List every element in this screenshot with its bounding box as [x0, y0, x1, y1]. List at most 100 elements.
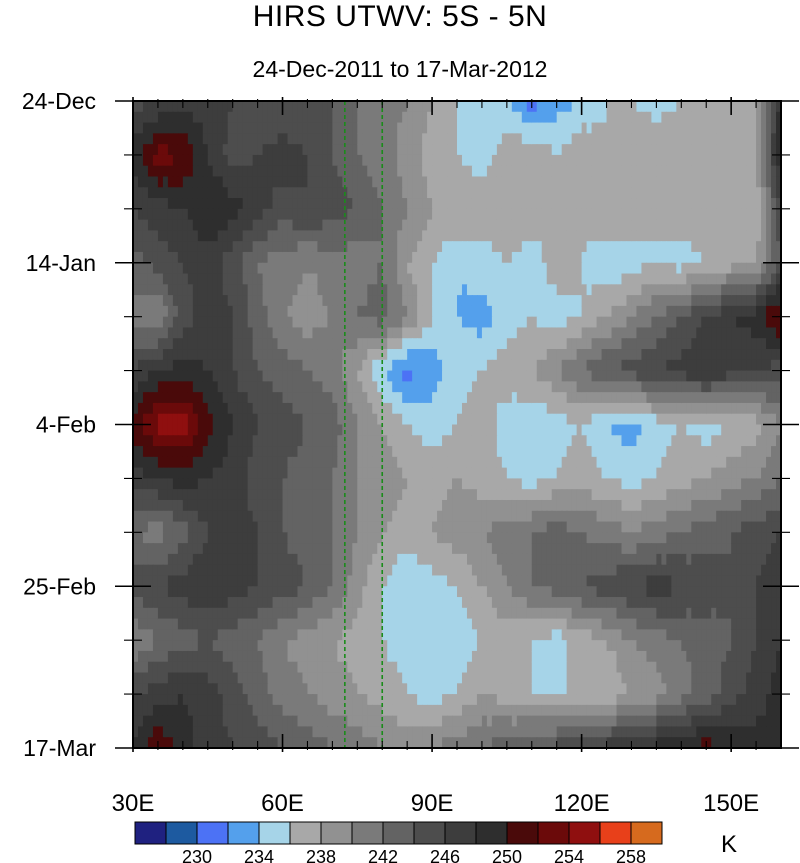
heatmap-cell — [317, 198, 324, 210]
heatmap-cell — [486, 392, 493, 404]
heatmap-cell — [486, 338, 493, 350]
heatmap-cell — [147, 499, 154, 512]
heatmap-cell — [442, 305, 448, 318]
heatmap-cell — [357, 478, 363, 490]
heatmap-cell — [197, 446, 204, 458]
heatmap-cell — [671, 251, 677, 264]
heatmap-cell — [576, 208, 583, 221]
heatmap-cell — [232, 381, 239, 393]
heatmap-cell — [471, 499, 478, 512]
heatmap-cell — [531, 122, 538, 134]
heatmap-cell — [476, 122, 483, 134]
heatmap-cell — [417, 456, 423, 469]
heatmap-cell — [177, 338, 184, 350]
heatmap-cell — [297, 478, 304, 490]
heatmap-cell — [681, 230, 687, 242]
heatmap-cell — [367, 316, 373, 329]
heatmap-cell — [516, 381, 523, 393]
heatmap-cell — [586, 111, 593, 124]
heatmap-cell — [516, 521, 523, 533]
heatmap-cell — [447, 446, 453, 458]
heatmap-cell — [357, 144, 363, 156]
heatmap-cell — [571, 435, 578, 447]
heatmap-cell — [491, 295, 498, 307]
heatmap-cell — [606, 122, 613, 134]
heatmap-cell — [347, 478, 353, 490]
heatmap-cell — [327, 510, 333, 523]
heatmap-cell — [133, 262, 139, 275]
heatmap-cell — [347, 295, 353, 307]
heatmap-cell — [227, 381, 234, 393]
heatmap-cell — [551, 305, 558, 318]
heatmap-cell — [427, 219, 433, 231]
heatmap-cell — [137, 295, 144, 307]
heatmap-cell — [177, 392, 184, 404]
heatmap-cell — [417, 219, 423, 231]
heatmap-cell — [541, 446, 548, 458]
heatmap-cell — [142, 111, 149, 124]
heatmap-cell — [457, 489, 463, 501]
heatmap-cell — [372, 101, 378, 113]
heatmap-cell — [546, 241, 553, 253]
heatmap-cell — [167, 273, 174, 285]
heatmap-cell — [417, 510, 423, 523]
heatmap-cell — [267, 489, 274, 501]
heatmap-cell — [636, 295, 643, 307]
heatmap-cell — [746, 295, 752, 307]
heatmap-cell — [422, 295, 428, 307]
heatmap-cell — [422, 122, 428, 134]
heatmap-cell — [367, 456, 373, 469]
heatmap-cell — [636, 424, 643, 436]
heatmap-cell — [681, 446, 687, 458]
heatmap-cell — [457, 144, 463, 156]
heatmap-cell — [362, 101, 368, 113]
heatmap-cell — [147, 111, 154, 124]
heatmap-cell — [476, 370, 483, 382]
heatmap-cell — [496, 208, 503, 221]
heatmap-cell — [437, 392, 443, 404]
heatmap-cell — [601, 338, 608, 350]
heatmap-cell — [352, 338, 358, 350]
heatmap-cell — [616, 122, 623, 134]
heatmap-cell — [257, 370, 264, 382]
heatmap-cell — [217, 251, 224, 264]
heatmap-cell — [322, 381, 328, 393]
heatmap-cell — [267, 349, 274, 361]
heatmap-cell — [641, 154, 648, 167]
heatmap-cell — [377, 413, 383, 426]
heatmap-cell — [182, 499, 189, 512]
heatmap-cell — [357, 467, 363, 480]
heatmap-cell — [671, 187, 677, 199]
heatmap-cell — [536, 198, 543, 210]
heatmap-cell — [766, 187, 772, 199]
heatmap-cell — [706, 122, 712, 134]
heatmap-cell — [531, 446, 538, 458]
heatmap-cell — [167, 413, 174, 426]
heatmap-cell — [656, 305, 662, 318]
heatmap-cell — [297, 435, 304, 447]
heatmap-cell — [257, 133, 264, 145]
heatmap-cell — [511, 122, 518, 134]
heatmap-cell — [631, 262, 638, 275]
heatmap-cell — [437, 338, 443, 350]
heatmap-cell — [566, 359, 573, 372]
heatmap-cell — [397, 208, 403, 221]
heatmap-cell — [621, 219, 628, 231]
heatmap-cell — [347, 521, 353, 533]
heatmap-cell — [486, 262, 493, 275]
heatmap-cell — [382, 392, 388, 404]
heatmap-cell — [182, 456, 189, 469]
heatmap-cell — [282, 338, 289, 350]
heatmap-cell — [197, 316, 204, 329]
heatmap-cell — [771, 381, 777, 393]
heatmap-cell — [591, 435, 598, 447]
heatmap-cell — [262, 133, 269, 145]
heatmap-cell — [307, 284, 314, 296]
heatmap-cell — [207, 101, 214, 113]
heatmap-cell — [237, 144, 244, 156]
heatmap-cell — [596, 230, 603, 242]
heatmap-cell — [606, 198, 613, 210]
heatmap-cell — [367, 144, 373, 156]
heatmap-cell — [701, 133, 707, 145]
heatmap-cell — [461, 198, 468, 210]
